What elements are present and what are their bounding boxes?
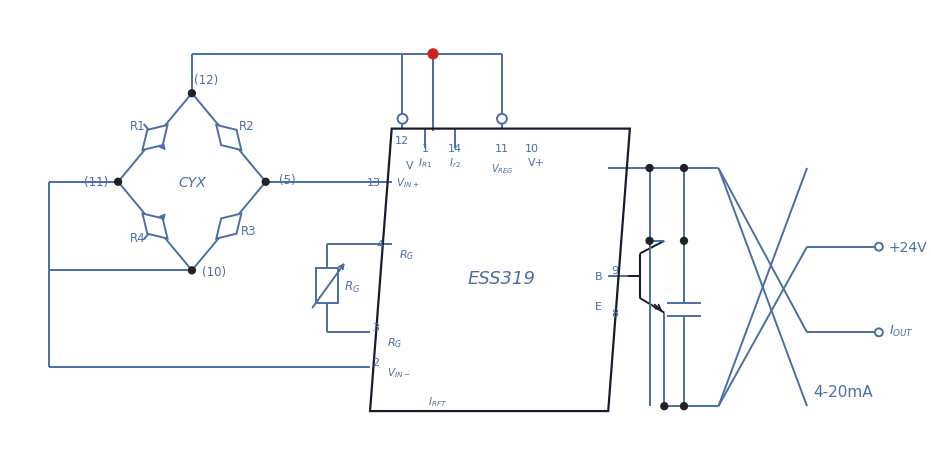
Circle shape xyxy=(681,403,687,410)
Text: $V_{REG}$: $V_{REG}$ xyxy=(491,162,513,175)
Text: 2: 2 xyxy=(371,357,379,367)
Circle shape xyxy=(646,165,653,172)
Text: R3: R3 xyxy=(241,225,256,238)
Text: 1: 1 xyxy=(422,144,428,154)
Text: $R_G$: $R_G$ xyxy=(344,279,360,294)
Text: 4-20mA: 4-20mA xyxy=(814,384,873,399)
Text: 3: 3 xyxy=(371,323,379,333)
Text: 12: 12 xyxy=(395,136,409,146)
Text: (5): (5) xyxy=(279,174,296,187)
Circle shape xyxy=(398,115,408,124)
Polygon shape xyxy=(142,214,168,239)
Text: 14: 14 xyxy=(448,144,462,154)
Text: (10): (10) xyxy=(201,265,225,278)
Text: 8: 8 xyxy=(612,308,619,318)
Circle shape xyxy=(646,238,653,245)
Text: ESS319: ESS319 xyxy=(468,269,536,288)
Circle shape xyxy=(875,243,883,251)
Text: +24V: +24V xyxy=(889,240,927,254)
Circle shape xyxy=(661,403,668,410)
Text: 13: 13 xyxy=(367,177,381,187)
Circle shape xyxy=(115,179,122,186)
Text: $R_G$: $R_G$ xyxy=(386,336,402,349)
Text: $I_{r2}$: $I_{r2}$ xyxy=(449,156,461,170)
Bar xyxy=(316,269,338,303)
Text: $V_{IN-}$: $V_{IN-}$ xyxy=(386,365,411,379)
Polygon shape xyxy=(216,214,241,239)
Text: B: B xyxy=(595,272,602,282)
Circle shape xyxy=(263,179,269,186)
Text: R1: R1 xyxy=(129,120,145,133)
Circle shape xyxy=(188,90,196,97)
Circle shape xyxy=(428,50,438,60)
Text: (12): (12) xyxy=(194,74,218,87)
Text: CYX: CYX xyxy=(178,175,206,190)
Text: $I_{OUT}$: $I_{OUT}$ xyxy=(889,323,913,338)
Text: 4: 4 xyxy=(377,239,384,249)
Text: (11): (11) xyxy=(85,176,109,189)
Text: $I_{R1}$: $I_{R1}$ xyxy=(418,156,432,170)
Text: 9: 9 xyxy=(612,266,619,276)
Text: E: E xyxy=(595,301,601,311)
Circle shape xyxy=(681,165,687,172)
Circle shape xyxy=(497,115,506,124)
Text: $I_{RFT}$: $I_{RFT}$ xyxy=(428,394,448,408)
Text: 10: 10 xyxy=(524,144,538,154)
Text: R2: R2 xyxy=(238,120,254,133)
Circle shape xyxy=(875,329,883,336)
Text: V+: V+ xyxy=(528,158,545,168)
Circle shape xyxy=(188,267,196,274)
Text: 11: 11 xyxy=(495,144,509,154)
Polygon shape xyxy=(142,126,168,151)
Text: $V_{IN+}$: $V_{IN+}$ xyxy=(396,175,419,189)
Polygon shape xyxy=(216,126,241,151)
Circle shape xyxy=(681,238,687,245)
Text: V: V xyxy=(406,161,413,171)
Text: R4: R4 xyxy=(129,232,145,245)
Text: $R_G$: $R_G$ xyxy=(398,247,414,261)
